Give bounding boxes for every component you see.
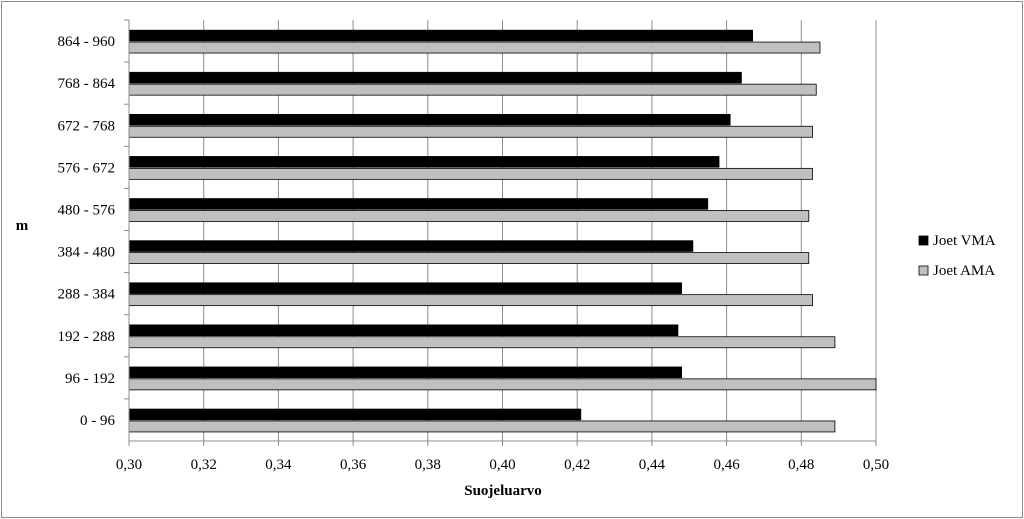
y-tick-label: 288 - 384 xyxy=(58,287,116,303)
bar-joet-ama xyxy=(128,167,813,180)
bar-joet-vma xyxy=(128,408,582,421)
bar-joet-vma xyxy=(128,240,694,252)
bar-joet-vma xyxy=(128,29,753,42)
y-tick-label: 384 - 480 xyxy=(58,245,116,261)
bar-joet-ama xyxy=(128,336,836,349)
y-tick-label: 672 - 768 xyxy=(58,118,116,134)
x-tick-label: 0,48 xyxy=(788,457,814,473)
bar-joet-vma xyxy=(128,324,679,336)
x-tick-label: 0,38 xyxy=(415,457,441,473)
bar-joet-ama xyxy=(128,125,813,138)
x-tick-label: 0,36 xyxy=(340,457,367,473)
y-tick-label: 864 - 960 xyxy=(58,34,116,50)
bar-joet-vma xyxy=(128,198,709,210)
x-tick-label: 0,46 xyxy=(713,457,740,473)
x-tick-label: 0,32 xyxy=(191,457,217,473)
legend-label: Joet AMA xyxy=(933,263,995,279)
x-tick-label: 0,50 xyxy=(863,457,889,473)
y-tick-label: 576 - 672 xyxy=(58,160,116,176)
y-tick-label: 96 - 192 xyxy=(65,371,115,387)
x-tick-labels: 0,30 0,32 0,34 0,36 0,38 0,40 0,42 0,44 0,46 0,48… xyxy=(116,441,889,473)
y-tick-labels: 0 - 96 96 - 192 192 - 288 288 - 384 384 - 48… xyxy=(58,19,129,429)
bar-joet-ama xyxy=(128,252,810,264)
x-tick-label: 0,44 xyxy=(639,457,666,473)
legend: Joet VMA Joet AMA xyxy=(918,233,996,279)
bar-joet-vma xyxy=(128,71,742,84)
bar-joet-ama xyxy=(128,294,813,307)
bar-joet-vma xyxy=(128,114,731,126)
y-tick-label: 0 - 96 xyxy=(80,413,115,429)
bar-joet-ama xyxy=(128,41,821,54)
bars xyxy=(128,29,877,433)
bar-joet-ama xyxy=(128,210,810,222)
bar-joet-vma xyxy=(128,156,720,168)
x-tick-label: 0,40 xyxy=(489,457,515,473)
bar-joet-vma xyxy=(128,282,683,294)
y-axis-title: m xyxy=(16,218,29,234)
x-tick-label: 0,34 xyxy=(265,457,292,473)
x-tick-label: 0,30 xyxy=(116,457,142,473)
y-tick-label: 480 - 576 xyxy=(58,202,116,218)
y-tick-label: 768 - 864 xyxy=(58,76,116,92)
bar-joet-ama xyxy=(128,378,877,391)
bar-joet-ama xyxy=(128,83,817,96)
legend-swatch xyxy=(918,235,929,246)
bar-joet-vma xyxy=(128,366,683,379)
x-tick-label: 0,42 xyxy=(564,457,590,473)
bar-joet-ama xyxy=(128,420,836,433)
y-tick-label: 192 - 288 xyxy=(58,329,116,345)
x-axis-title: Suojeluarvo xyxy=(464,483,542,499)
legend-swatch xyxy=(918,265,929,276)
legend-label: Joet VMA xyxy=(933,233,996,249)
